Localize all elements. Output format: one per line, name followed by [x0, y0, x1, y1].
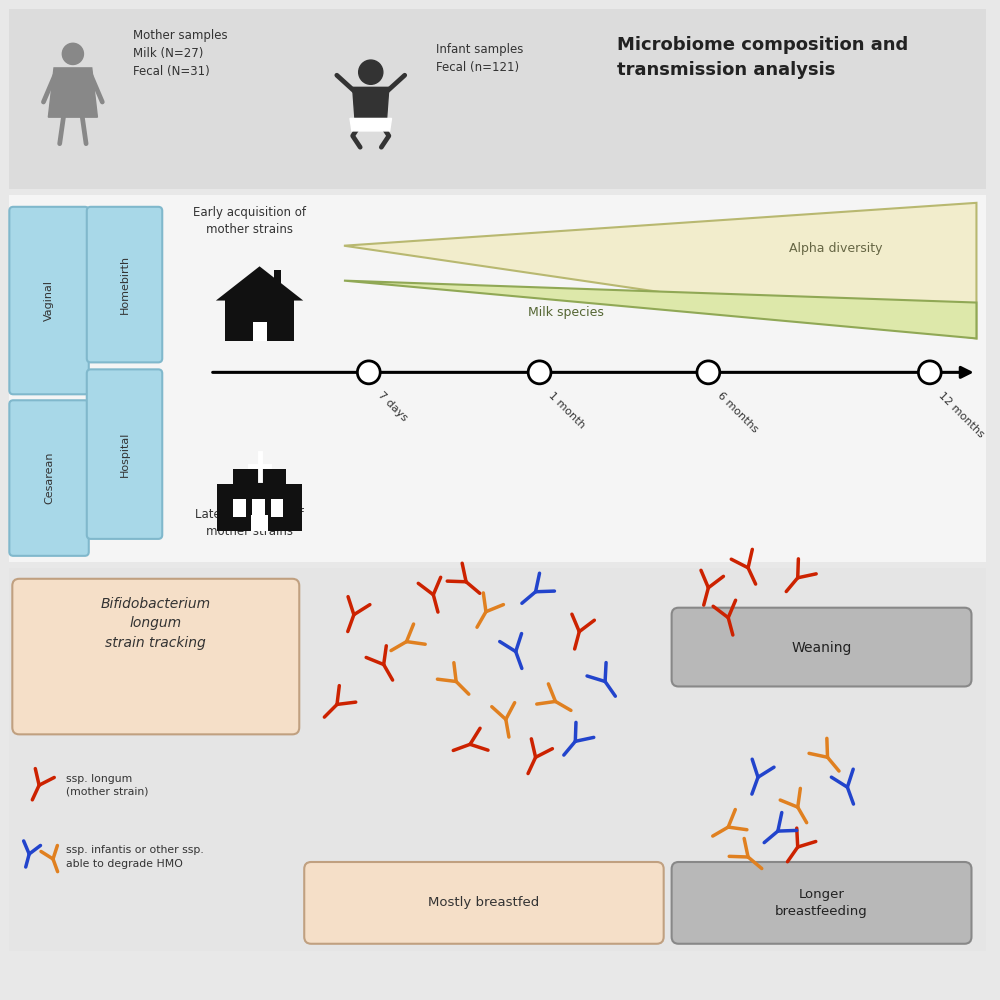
Text: ssp. longum
(mother strain): ssp. longum (mother strain) — [66, 774, 148, 797]
Circle shape — [918, 361, 941, 384]
Text: Late acquisition of
mother strains: Late acquisition of mother strains — [195, 508, 304, 538]
Text: Homebirth: Homebirth — [120, 255, 130, 314]
FancyBboxPatch shape — [251, 515, 268, 531]
FancyBboxPatch shape — [9, 207, 89, 394]
Polygon shape — [48, 68, 97, 117]
FancyBboxPatch shape — [9, 9, 986, 189]
Polygon shape — [216, 266, 303, 301]
Polygon shape — [344, 203, 976, 338]
Text: Cesarean: Cesarean — [44, 452, 54, 504]
Polygon shape — [344, 281, 976, 338]
Text: Early acquisition of
mother strains: Early acquisition of mother strains — [193, 206, 306, 236]
FancyBboxPatch shape — [283, 485, 302, 516]
Circle shape — [697, 361, 720, 384]
FancyBboxPatch shape — [274, 270, 281, 288]
Text: 12 months: 12 months — [937, 390, 986, 440]
Text: 6 months: 6 months — [715, 390, 760, 434]
FancyBboxPatch shape — [253, 322, 267, 341]
FancyBboxPatch shape — [9, 400, 89, 556]
Text: ssp. infantis or other ssp.
able to degrade HMO: ssp. infantis or other ssp. able to degr… — [66, 845, 204, 869]
Text: Mother samples
Milk (N=27)
Fecal (N=31): Mother samples Milk (N=27) Fecal (N=31) — [133, 29, 228, 78]
FancyBboxPatch shape — [9, 568, 986, 951]
FancyBboxPatch shape — [304, 862, 664, 944]
FancyBboxPatch shape — [217, 484, 302, 531]
Circle shape — [62, 43, 83, 64]
Text: Alpha diversity: Alpha diversity — [789, 242, 882, 255]
FancyBboxPatch shape — [271, 499, 283, 517]
FancyBboxPatch shape — [9, 195, 986, 562]
Text: Weaning: Weaning — [791, 641, 852, 655]
Text: Bifidobacterium
longum
strain tracking: Bifidobacterium longum strain tracking — [100, 597, 210, 650]
FancyBboxPatch shape — [672, 608, 971, 686]
FancyBboxPatch shape — [233, 469, 286, 484]
Circle shape — [357, 361, 380, 384]
Circle shape — [528, 361, 551, 384]
Circle shape — [359, 60, 383, 84]
FancyBboxPatch shape — [221, 485, 240, 516]
FancyBboxPatch shape — [672, 862, 971, 944]
Text: Hospital: Hospital — [120, 431, 130, 477]
FancyBboxPatch shape — [87, 369, 162, 539]
FancyBboxPatch shape — [87, 207, 162, 362]
FancyBboxPatch shape — [252, 499, 265, 517]
FancyBboxPatch shape — [225, 300, 294, 341]
Text: Microbiome composition and
transmission analysis: Microbiome composition and transmission … — [617, 36, 908, 79]
Text: 7 days: 7 days — [376, 390, 409, 424]
Polygon shape — [350, 118, 392, 131]
FancyBboxPatch shape — [12, 579, 299, 734]
Text: Milk species: Milk species — [528, 306, 604, 319]
Text: Vaginal: Vaginal — [44, 280, 54, 321]
FancyBboxPatch shape — [233, 499, 246, 517]
Text: Infant samples
Fecal (n=121): Infant samples Fecal (n=121) — [436, 43, 524, 74]
Text: Mostly breastfed: Mostly breastfed — [428, 896, 540, 909]
Text: 1 month: 1 month — [547, 390, 587, 430]
Polygon shape — [353, 87, 389, 118]
Text: Longer
breastfeeding: Longer breastfeeding — [775, 888, 868, 918]
